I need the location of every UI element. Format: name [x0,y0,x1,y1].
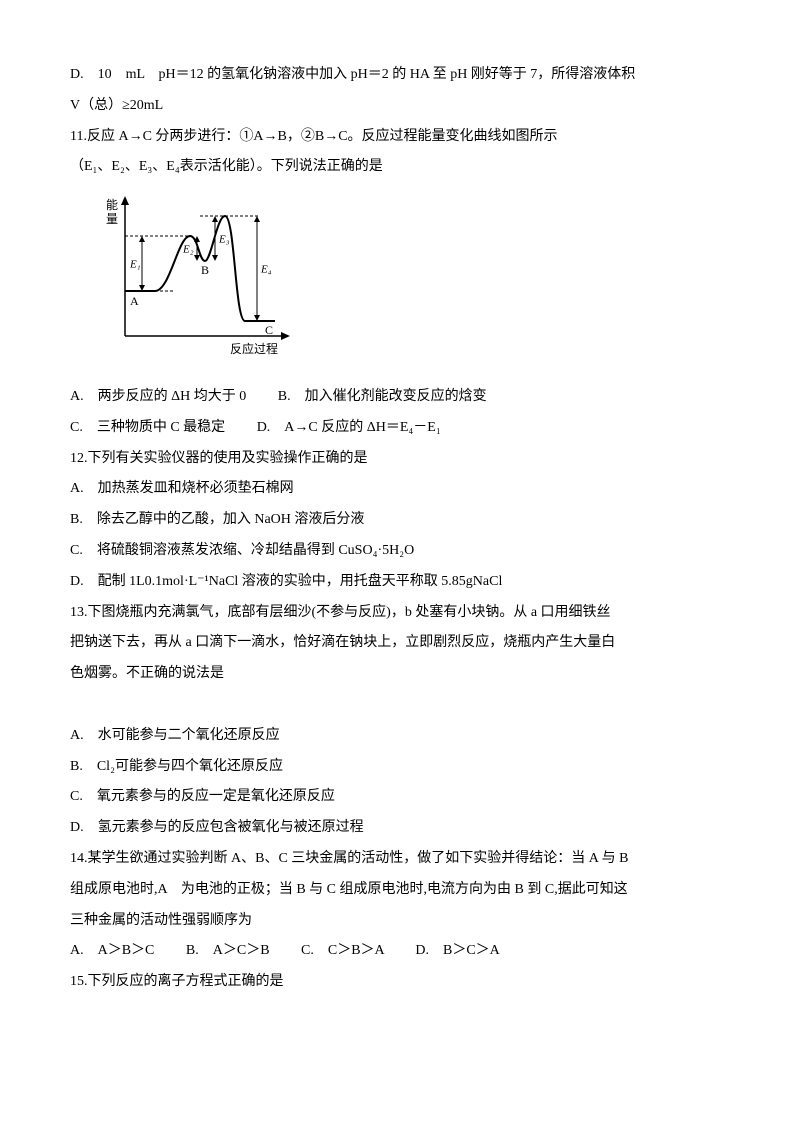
svg-text:E₂: E₂ [182,244,194,256]
q13-option-c: C. 氧元素参与的反应一定是氧化还原反应 [70,782,730,813]
svg-text:量: 量 [106,212,118,226]
q10-option-d-line2: V（总）≥20mL [70,91,730,122]
q11-energy-diagram: 能量反应过程 A B C E₁ E₂ E₃ E₄ [100,191,730,374]
q13-stem-line2: 把钠送下去，再从 a 口滴下一滴水，恰好滴在钠块上，立即剧烈反应，烧瓶内产生大量… [70,628,730,659]
q14-stem-line1: 14.某学生欲通过实验判断 A、B、C 三块金属的活动性，做了如下实验并得结论：… [70,844,730,875]
q14-options-row: A. A＞B＞C B. A＞C＞B C. C＞B＞A D. B＞C＞A [70,936,730,967]
q13-option-b: B. Cl₂可能参与四个氧化还原反应 [70,752,730,783]
q11-stem-line2: （E₁、E₂、E₃、E₄表示活化能）。下列说法正确的是 [70,152,730,183]
q13-stem-line3: 色烟雾。不正确的说法是 [70,659,730,690]
q14-option-a: A. A＞B＞C [70,943,154,958]
q12-option-a: A. 加热蒸发皿和烧杯必须垫石棉网 [70,474,730,505]
q14-option-b: B. A＞C＞B [186,943,270,958]
q11-option-d: D. A→C 反应的 ΔH＝E₄－E₁ [257,420,441,435]
q12-option-b: B. 除去乙醇中的乙酸，加入 NaOH 溶液后分液 [70,505,730,536]
q10-option-d-line1: D. 10 mL pH＝12 的氢氧化钠溶液中加入 pH＝2 的 HA 至 pH… [70,60,730,91]
svg-text:E₄: E₄ [260,264,272,276]
q11-option-a: A. 两步反应的 ΔH 均大于 0 [70,389,246,404]
q13-option-d: D. 氢元素参与的反应包含被氧化与被还原过程 [70,813,730,844]
q13-option-a: A. 水可能参与二个氧化还原反应 [70,721,730,752]
q11-option-c: C. 三种物质中 C 最稳定 [70,420,225,435]
q12-option-c: C. 将硫酸铜溶液蒸发浓缩、冷却结晶得到 CuSO₄·5H₂O [70,536,730,567]
q11-options-row2: C. 三种物质中 C 最稳定 D. A→C 反应的 ΔH＝E₄－E₁ [70,413,730,444]
svg-text:反应过程: 反应过程 [230,341,278,356]
q11-options-row1: A. 两步反应的 ΔH 均大于 0 B. 加入催化剂能改变反应的焓变 [70,382,730,413]
q13-blank-line [70,690,730,721]
q12-stem: 12.下列有关实验仪器的使用及实验操作正确的是 [70,444,730,475]
q13-stem-line1: 13.下图烧瓶内充满氯气，底部有层细沙(不参与反应)，b 处塞有小块钠。从 a … [70,598,730,629]
q11-stem-line1: 11.反应 A→C 分两步进行：①A→B，②B→C。反应过程能量变化曲线如图所示 [70,122,730,153]
svg-text:E₃: E₃ [218,234,230,246]
q12-option-d: D. 配制 1L0.1mol·L⁻¹NaCl 溶液的实验中，用托盘天平称取 5.… [70,567,730,598]
svg-text:C: C [265,323,273,337]
q14-option-c: C. C＞B＞A [301,943,384,958]
svg-text:B: B [201,263,209,277]
q14-stem-line3: 三种金属的活动性强弱顺序为 [70,906,730,937]
q15-stem: 15.下列反应的离子方程式正确的是 [70,967,730,998]
svg-text:E₁: E₁ [129,259,141,271]
svg-text:能: 能 [106,198,118,212]
q14-stem-line2: 组成原电池时,A 为电池的正极；当 B 与 C 组成原电池时,电流方向为由 B … [70,875,730,906]
q11-option-b: B. 加入催化剂能改变反应的焓变 [278,389,487,404]
svg-text:A: A [130,294,139,308]
q14-option-d: D. B＞C＞A [415,943,499,958]
